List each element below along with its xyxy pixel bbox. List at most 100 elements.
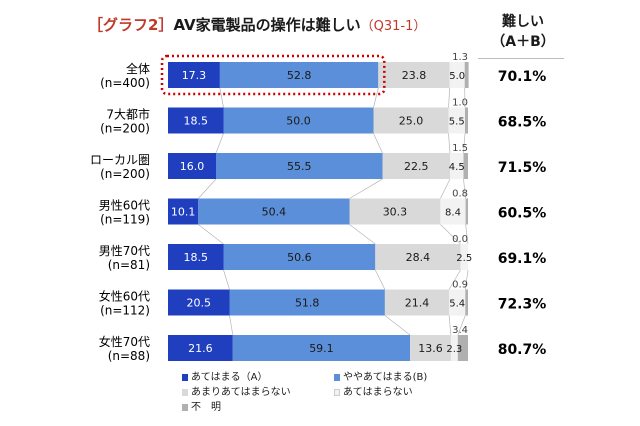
summary-header-line2: （A＋B）	[491, 34, 555, 50]
bar-segment-e	[464, 62, 469, 88]
category-n-label: (n=119)	[100, 213, 150, 227]
bar-segment-d	[449, 62, 465, 88]
value-label: 21.6	[188, 342, 213, 355]
bar-segment-c	[382, 153, 450, 179]
connector-line	[448, 87, 451, 108]
summary-value: 72.3%	[498, 297, 547, 313]
connector-line	[448, 269, 461, 290]
unknown-value-label: 1.5	[452, 143, 468, 154]
unknown-value-label: 3.4	[452, 325, 468, 336]
value-label: 17.3	[182, 69, 207, 82]
summary-value: 71.5%	[498, 160, 547, 176]
connector-line	[464, 269, 469, 290]
unknown-value-label: 1.3	[452, 52, 468, 63]
connector-line	[223, 269, 230, 290]
connector-line	[229, 315, 234, 336]
value-label: 50.6	[287, 251, 312, 264]
bar-segment-b	[219, 62, 379, 88]
bar-segment-c	[410, 335, 451, 361]
bar-segment-b	[223, 244, 376, 270]
bar-segment-d	[450, 153, 464, 179]
bar-segment-c	[375, 244, 461, 270]
connector-line	[448, 133, 451, 154]
connector-line	[373, 87, 379, 108]
bar-segment-e	[463, 153, 468, 179]
connector-line	[373, 133, 383, 154]
connector-line	[198, 178, 217, 199]
legend-swatch-e	[182, 403, 188, 411]
value-label: 13.6	[418, 342, 443, 355]
legend-item-a: あてはまる（A）	[182, 368, 267, 383]
bar-segment-a	[168, 335, 233, 361]
bar-segment-a	[168, 198, 199, 225]
unknown-value-label: 1.0	[452, 98, 468, 109]
category-label: 男性70代	[99, 244, 150, 258]
summary-value: 70.1%	[498, 69, 547, 85]
value-label: 50.4	[262, 206, 287, 219]
legend-item-e: 不 明	[182, 398, 221, 413]
bar-segment-e	[465, 198, 468, 225]
bar-segment-a	[168, 289, 230, 316]
value-label: 18.5	[184, 251, 209, 264]
bar-segment-d	[440, 198, 466, 225]
summary-header: 難しい （A＋B）	[482, 12, 564, 52]
connector-line	[463, 178, 466, 199]
bar-segment-c	[373, 107, 449, 134]
category-n-label: (n=200)	[100, 167, 150, 181]
legend-swatch-c	[182, 388, 188, 396]
category-label: 男性60代	[99, 199, 150, 213]
legend-item-b: ややあてはまる(B)	[334, 368, 427, 383]
value-label: 10.1	[171, 206, 196, 219]
legend-label-e: 不 明	[191, 402, 221, 413]
value-label: 25.0	[399, 115, 424, 128]
bar-segment-a	[168, 244, 224, 270]
summary-value: 69.1%	[498, 251, 547, 267]
category-n-label: (n=112)	[100, 304, 150, 318]
connector-line	[374, 269, 386, 290]
value-label: 30.3	[383, 206, 408, 219]
bar-segment-c	[378, 62, 450, 88]
summary-value: 68.5%	[498, 115, 547, 131]
legend-swatch-b	[334, 373, 340, 381]
value-label: 22.5	[404, 160, 429, 173]
summary-separator	[478, 58, 564, 59]
bar-segment-b	[216, 153, 383, 179]
connector-line	[215, 133, 224, 154]
value-label: 55.5	[287, 160, 312, 173]
category-n-label: (n=200)	[100, 122, 150, 136]
bar-segment-c	[384, 289, 450, 316]
bar-segment-d	[449, 289, 466, 316]
legend-label-d: あてはまらない	[343, 387, 413, 398]
value-label: 18.5	[184, 115, 209, 128]
value-label: 8.4	[445, 208, 461, 219]
value-label: 2.5	[456, 253, 472, 264]
highlight-frame	[160, 54, 386, 96]
value-label: 4.5	[449, 162, 465, 173]
bar-segment-e	[457, 335, 468, 361]
bar-segment-d	[450, 335, 458, 361]
legend-label-b: ややあてはまる(B)	[343, 372, 428, 383]
bar-segment-e	[465, 289, 468, 316]
category-label: 全体	[126, 61, 150, 76]
category-label: ローカル圏	[90, 153, 150, 167]
connector-line	[198, 224, 224, 245]
bar-segment-b	[232, 335, 411, 361]
title-tag: ［グラフ2］	[88, 16, 174, 34]
value-label: 51.8	[295, 297, 320, 310]
value-label: 5.4	[449, 299, 465, 310]
value-label: 23.8	[402, 69, 427, 82]
connector-line	[440, 178, 451, 199]
value-label: 50.0	[286, 115, 311, 128]
value-label: 59.1	[309, 342, 334, 355]
unknown-value-label: 0.0	[452, 234, 468, 245]
connector-line	[448, 315, 452, 336]
category-label: 女性60代	[99, 289, 150, 304]
title-main: AV家電製品の操作は難しい	[173, 16, 361, 34]
legend-item-d: あてはまらない	[334, 383, 413, 398]
bar-segment-d	[448, 107, 465, 134]
summary-value: 60.5%	[498, 206, 547, 222]
bar-segment-d	[460, 244, 468, 270]
bar-segment-a	[168, 153, 216, 179]
legend-label-a: あてはまる（A）	[191, 372, 268, 383]
